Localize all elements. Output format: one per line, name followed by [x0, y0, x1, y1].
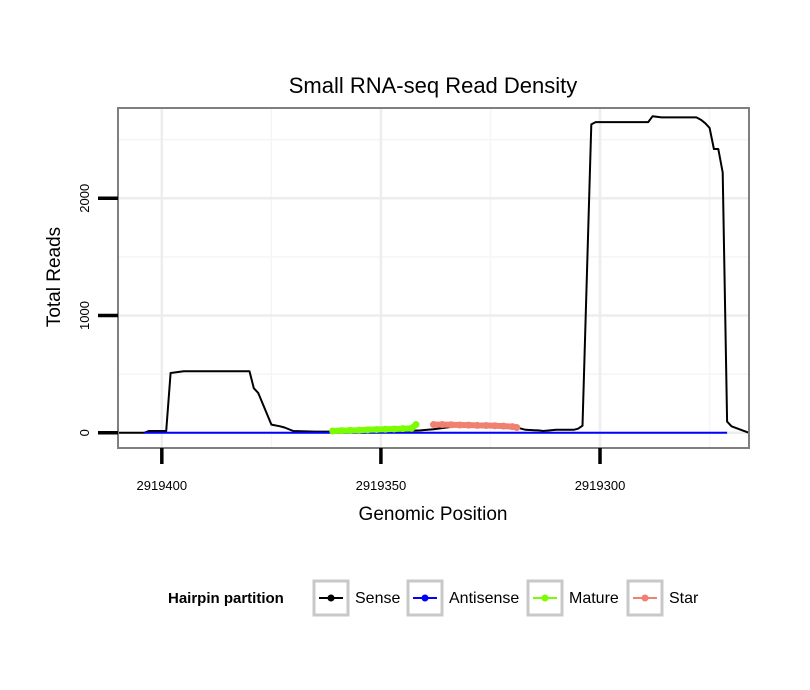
- legend-label-sense: Sense: [355, 590, 400, 607]
- legend-item-sense: Sense: [312, 579, 400, 617]
- series-star-point: [500, 422, 508, 430]
- series-mature-point: [399, 425, 407, 433]
- series-mature-point: [390, 425, 398, 433]
- legend: Hairpin partition Sense Antisense Mature St…: [168, 579, 699, 617]
- panel-border: [117, 107, 750, 449]
- y-axis-title: Total Reads: [44, 227, 65, 327]
- series-star-point: [482, 421, 490, 429]
- series-mature-point: [381, 425, 389, 433]
- series-mature-point: [373, 425, 381, 433]
- series-star-point: [447, 421, 455, 429]
- y-tick-label: 0: [77, 429, 92, 436]
- series-star-point: [491, 422, 499, 430]
- y-tick-label: 2000: [77, 184, 92, 213]
- legend-item-star: Star: [626, 579, 699, 617]
- series-star-point: [430, 421, 437, 429]
- series-mature-point: [346, 426, 354, 434]
- series-mature-point: [329, 427, 337, 435]
- x-tick-label: 2919400: [137, 478, 188, 493]
- legend-item-mature: Mature: [526, 579, 619, 617]
- x-tick-label: 2919350: [356, 478, 407, 493]
- series-star-point: [465, 421, 473, 429]
- legend-label-mature: Mature: [569, 590, 619, 607]
- legend-key-point: [541, 594, 549, 602]
- series-star-point: [473, 421, 481, 429]
- legend-item-antisense: Antisense: [406, 579, 519, 617]
- legend-key-point: [421, 594, 429, 602]
- x-axis-title: Genomic Position: [359, 504, 508, 525]
- legend-key-point: [327, 594, 335, 602]
- chart-title: Small RNA-seq Read Density: [289, 73, 578, 98]
- series-mature-point: [364, 426, 372, 434]
- series-star-point: [438, 421, 446, 429]
- x-tick-label: 2919300: [575, 478, 626, 493]
- axes: 2919400 2919350 2919300 0 1000 2000: [77, 107, 750, 493]
- series-mature-point: [355, 426, 363, 434]
- y-tick-label: 1000: [77, 301, 92, 330]
- series-star-point: [513, 423, 521, 431]
- legend-label-antisense: Antisense: [449, 590, 519, 607]
- panel-background: [118, 108, 749, 448]
- legend-title: Hairpin partition: [168, 590, 284, 607]
- plot-area: [118, 108, 750, 448]
- series-star-point: [456, 421, 464, 429]
- legend-key-point: [641, 594, 649, 602]
- series-mature-point: [412, 421, 420, 429]
- legend-label-star: Star: [669, 590, 699, 607]
- series-mature-point: [337, 427, 345, 435]
